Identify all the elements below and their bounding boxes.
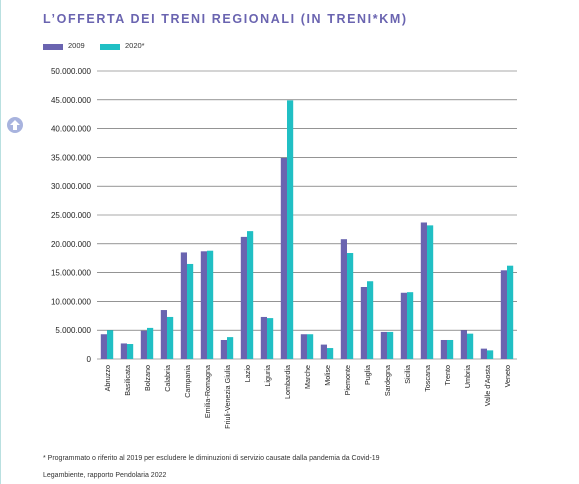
x-tick-label: Sicilia bbox=[403, 365, 412, 384]
bar bbox=[287, 100, 294, 359]
x-tick-label: Sardegna bbox=[383, 365, 392, 396]
bar bbox=[340, 239, 347, 359]
bar bbox=[320, 344, 327, 359]
x-tick-label: Trento bbox=[443, 365, 452, 386]
y-tick-label: 25.000.000 bbox=[51, 211, 92, 220]
x-tick-label: Puglia bbox=[363, 365, 372, 385]
y-tick-label: 45.000.000 bbox=[51, 96, 92, 105]
bar bbox=[200, 251, 207, 359]
bar bbox=[140, 330, 147, 359]
y-tick-label: 30.000.000 bbox=[51, 182, 92, 191]
x-tick-label: Umbria bbox=[463, 365, 472, 388]
y-tick-label: 20.000.000 bbox=[51, 240, 92, 249]
bar bbox=[407, 292, 414, 359]
bar bbox=[380, 331, 387, 359]
up-arrow-glyph bbox=[10, 120, 20, 130]
chart-title: L’OFFERTA DEI TRENI REGIONALI (IN TRENI*… bbox=[43, 12, 408, 26]
bar bbox=[120, 343, 127, 359]
legend-swatch-2009 bbox=[43, 44, 63, 50]
up-arrow-icon[interactable] bbox=[7, 117, 23, 133]
bar bbox=[160, 310, 167, 359]
x-tick-label: Campania bbox=[183, 365, 192, 398]
bar bbox=[500, 270, 507, 359]
bar bbox=[267, 318, 274, 359]
x-tick-label: Molise bbox=[323, 365, 332, 386]
bar bbox=[367, 281, 374, 359]
bar bbox=[240, 236, 247, 359]
x-tick-label: Emilia-Romagna bbox=[203, 365, 212, 418]
bar bbox=[107, 330, 114, 359]
bar bbox=[147, 327, 154, 359]
bar bbox=[280, 157, 287, 359]
y-tick-label: 50.000.000 bbox=[51, 67, 92, 76]
bar bbox=[487, 350, 494, 359]
legend-swatch-2020 bbox=[100, 44, 120, 50]
page-edge-rule bbox=[0, 0, 1, 484]
bar bbox=[220, 339, 227, 359]
bar bbox=[447, 339, 454, 359]
x-tick-label: Valle d'Aosta bbox=[483, 365, 492, 406]
bar bbox=[347, 253, 354, 359]
x-tick-label: Calabria bbox=[163, 365, 172, 392]
source-note: Legambiente, rapporto Pendolaria 2022 bbox=[43, 472, 167, 479]
x-tick-label: Basilicata bbox=[123, 365, 132, 396]
x-tick-label: Toscana bbox=[423, 365, 432, 392]
x-tick-label: Lombardia bbox=[283, 365, 292, 399]
legend-label-2020: 2020* bbox=[125, 41, 145, 50]
x-tick-label: Lazio bbox=[243, 365, 252, 382]
x-tick-label: Friuli-Venezia Giulia bbox=[223, 365, 232, 429]
x-tick-label: Piemonte bbox=[343, 365, 352, 395]
bar bbox=[260, 316, 267, 359]
bar bbox=[180, 252, 187, 359]
bar bbox=[400, 292, 407, 359]
y-tick-label: 10.000.000 bbox=[51, 297, 92, 306]
bar bbox=[227, 337, 234, 359]
x-tick-label: Veneto bbox=[503, 365, 512, 387]
bar bbox=[187, 263, 194, 359]
bar bbox=[427, 225, 434, 359]
bar bbox=[460, 330, 467, 359]
bar bbox=[127, 344, 134, 359]
bar-chart: 0 5.000.000 10.000.000 15.000.000 20.000.000… bbox=[51, 67, 517, 429]
bar bbox=[387, 331, 394, 359]
bar bbox=[207, 250, 214, 359]
bar bbox=[480, 348, 487, 359]
y-tick-label: 35.000.000 bbox=[51, 153, 92, 162]
x-tick-label: Liguria bbox=[263, 365, 272, 387]
bar bbox=[360, 287, 367, 359]
bar bbox=[440, 339, 447, 359]
x-tick-label: Bolzano bbox=[143, 365, 152, 391]
y-tick-label: 40.000.000 bbox=[51, 125, 92, 134]
bar bbox=[247, 231, 254, 359]
bar bbox=[327, 348, 334, 359]
y-tick-label: 5.000.000 bbox=[55, 326, 91, 335]
bar bbox=[467, 333, 474, 359]
legend-label-2009: 2009 bbox=[68, 41, 85, 50]
bar bbox=[420, 222, 427, 359]
bar bbox=[167, 316, 174, 359]
bar bbox=[507, 265, 514, 359]
y-tick-label: 0 bbox=[87, 355, 92, 364]
y-tick-label: 15.000.000 bbox=[51, 269, 92, 278]
x-tick-label: Abruzzo bbox=[103, 365, 112, 391]
bar bbox=[300, 334, 307, 359]
footnote: * Programmato o riferito al 2019 per esc… bbox=[43, 455, 380, 462]
bar bbox=[100, 334, 107, 359]
bar bbox=[307, 334, 314, 359]
x-tick-label: Marche bbox=[303, 365, 312, 389]
